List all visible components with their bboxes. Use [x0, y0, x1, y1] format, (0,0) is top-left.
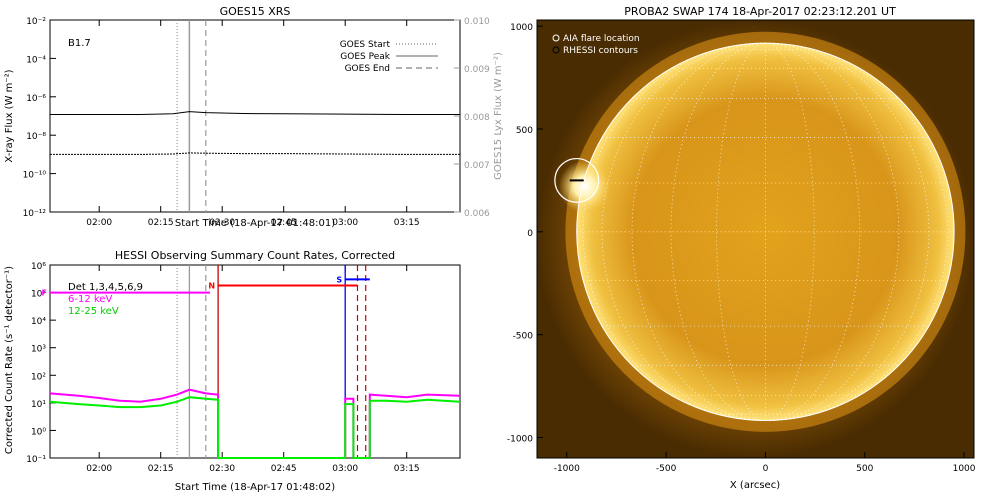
- swap-x-tick-label: -500: [656, 464, 677, 474]
- hessi-flag-label: S: [336, 275, 342, 284]
- hessi-x-tick-label: 02:30: [209, 464, 235, 474]
- hessi-x-tick-label: 02:15: [148, 464, 174, 474]
- swap-x-tick-label: 500: [856, 464, 873, 474]
- hessi-y-tick-label: 10²: [31, 372, 46, 382]
- goes-xlabel: Start Time (18-Apr-17 01:48:01): [175, 218, 335, 229]
- hessi-x-tick-label: 03:15: [394, 464, 420, 474]
- hessi-y-tick-label: 10³: [31, 345, 46, 355]
- goes-y2-tick-label: 0.009: [464, 65, 490, 75]
- goes-y2-tick-label: 0.008: [464, 113, 490, 123]
- goes-x-tick-label: 03:00: [332, 218, 358, 228]
- goes-y-tick-label: 10⁻¹²: [23, 209, 47, 219]
- goes-x-tick-label: 02:45: [271, 218, 297, 228]
- swap-legend-rhessi: RHESSI contours: [563, 46, 638, 56]
- goes-y-tick-label: 10⁻¹⁰: [23, 171, 47, 181]
- goes-ylabel: X-ray Flux (W m⁻²): [4, 69, 15, 162]
- goes-xrs-panel: GOES15 XRS 10⁻¹² 10⁻¹⁰ 10⁻⁸ 10⁻⁶ 10⁻⁴ 10⁻² 0.…: [4, 5, 504, 229]
- swap-y-tick-label: 0: [527, 229, 533, 239]
- longitude-gridline: [716, 42, 766, 421]
- swap-y-tick-label: -1000: [507, 434, 533, 444]
- hessi-plot-frame: [49, 264, 461, 459]
- swap-x-tick-label: 0: [763, 464, 769, 474]
- swap-x-tick-label: 1000: [953, 464, 976, 474]
- swap-plot-frame: [536, 19, 975, 459]
- hessi-y-tick-label: 10⁵: [31, 290, 46, 300]
- hessi-legend-detectors: Det 1,3,4,5,6,9: [68, 282, 143, 293]
- longitude-gridline: [583, 42, 766, 421]
- goes-class-annotation: B1.7: [68, 38, 91, 49]
- hessi-xlabel: Start Time (18-Apr-17 01:48:02): [175, 482, 335, 493]
- longitude-gridline: [670, 42, 766, 421]
- goes-y2-tick-label: 0.007: [464, 161, 490, 171]
- goes-x-tick-label: 02:00: [86, 218, 112, 228]
- hessi-legend: Det 1,3,4,5,6,9 6-12 keV 12-25 keV: [68, 282, 143, 317]
- goes-y-tick-label: 10⁻²: [26, 17, 46, 27]
- hessi-title: HESSI Observing Summary Count Rates, Cor…: [115, 249, 395, 262]
- longitude-gridline: [765, 42, 948, 421]
- longitude-gridline: [765, 42, 860, 421]
- goes-series-line-1: [50, 152, 460, 155]
- swap-y-tick-label: -500: [513, 332, 534, 342]
- goes-y-tick-label: 10⁻⁶: [26, 94, 46, 104]
- hessi-flag-label: F: [42, 289, 47, 298]
- hessi-flag-label: N: [208, 282, 215, 291]
- goes-legend-label: GOES Start: [340, 40, 391, 50]
- goes-y2-tick-label: 0.010: [464, 17, 490, 27]
- goes-series-line-0: [50, 111, 460, 115]
- hessi-y-tick-label: 10⁶: [31, 262, 46, 272]
- hessi-series-line-1: [49, 396, 461, 459]
- goes-y-tick-label: 10⁻⁴: [26, 55, 46, 65]
- goes-x-tick-label: 03:15: [394, 218, 420, 228]
- goes-legend: GOES Start GOES Peak GOES End: [340, 40, 438, 74]
- hessi-x-tick-label: 02:00: [86, 464, 112, 474]
- goes-legend-label: GOES End: [345, 64, 390, 74]
- hessi-legend-12-25: 12-25 keV: [68, 306, 119, 317]
- goes-x-tick-label: 02:15: [148, 218, 174, 228]
- hessi-ylabel: Corrected Count Rate (s⁻¹ detector⁻¹): [4, 266, 15, 454]
- swap-image-panel: PROBA2 SWAP 174 18-Apr-2017 02:23:12.201…: [507, 5, 976, 491]
- swap-xlabel: X (arcsec): [730, 480, 780, 491]
- goes-y-tick-label: 10⁻⁸: [26, 132, 46, 142]
- hessi-x-tick-label: 03:00: [332, 464, 358, 474]
- swap-title: PROBA2 SWAP 174 18-Apr-2017 02:23:12.201…: [624, 5, 896, 18]
- hessi-y-tick-label: 10⁰: [31, 427, 46, 437]
- swap-legend-aia: AIA flare location: [563, 34, 640, 44]
- hessi-legend-6-12: 6-12 keV: [68, 294, 112, 305]
- goes-title: GOES15 XRS: [220, 5, 291, 18]
- aia-legend-marker: [552, 34, 560, 42]
- hessi-y-tick-label: 10⁻¹: [26, 455, 46, 465]
- goes-plot-frame: [49, 19, 461, 213]
- swap-legend: AIA flare location RHESSI contours: [552, 34, 640, 56]
- swap-y-tick-label: 500: [516, 126, 533, 136]
- swap-x-tick-label: -1000: [554, 464, 580, 474]
- aia-flare-circle: [554, 157, 600, 203]
- goes-x-tick-label: 02:30: [209, 218, 235, 228]
- hessi-y-tick-label: 10⁴: [31, 317, 46, 327]
- rhessi-legend-marker: [552, 46, 560, 54]
- goes-y2-tick-label: 0.006: [464, 209, 490, 219]
- goes-y2label: GOES15 Lyx Flux (W m⁻²): [493, 52, 504, 180]
- swap-y-tick-label: 1000: [510, 23, 533, 33]
- longitude-gridline: [765, 42, 815, 421]
- hessi-x-tick-label: 02:45: [271, 464, 297, 474]
- goes-legend-label: GOES Peak: [340, 52, 390, 62]
- hessi-panel: HESSI Observing Summary Count Rates, Cor…: [4, 249, 461, 493]
- hessi-y-tick-label: 10¹: [31, 400, 46, 410]
